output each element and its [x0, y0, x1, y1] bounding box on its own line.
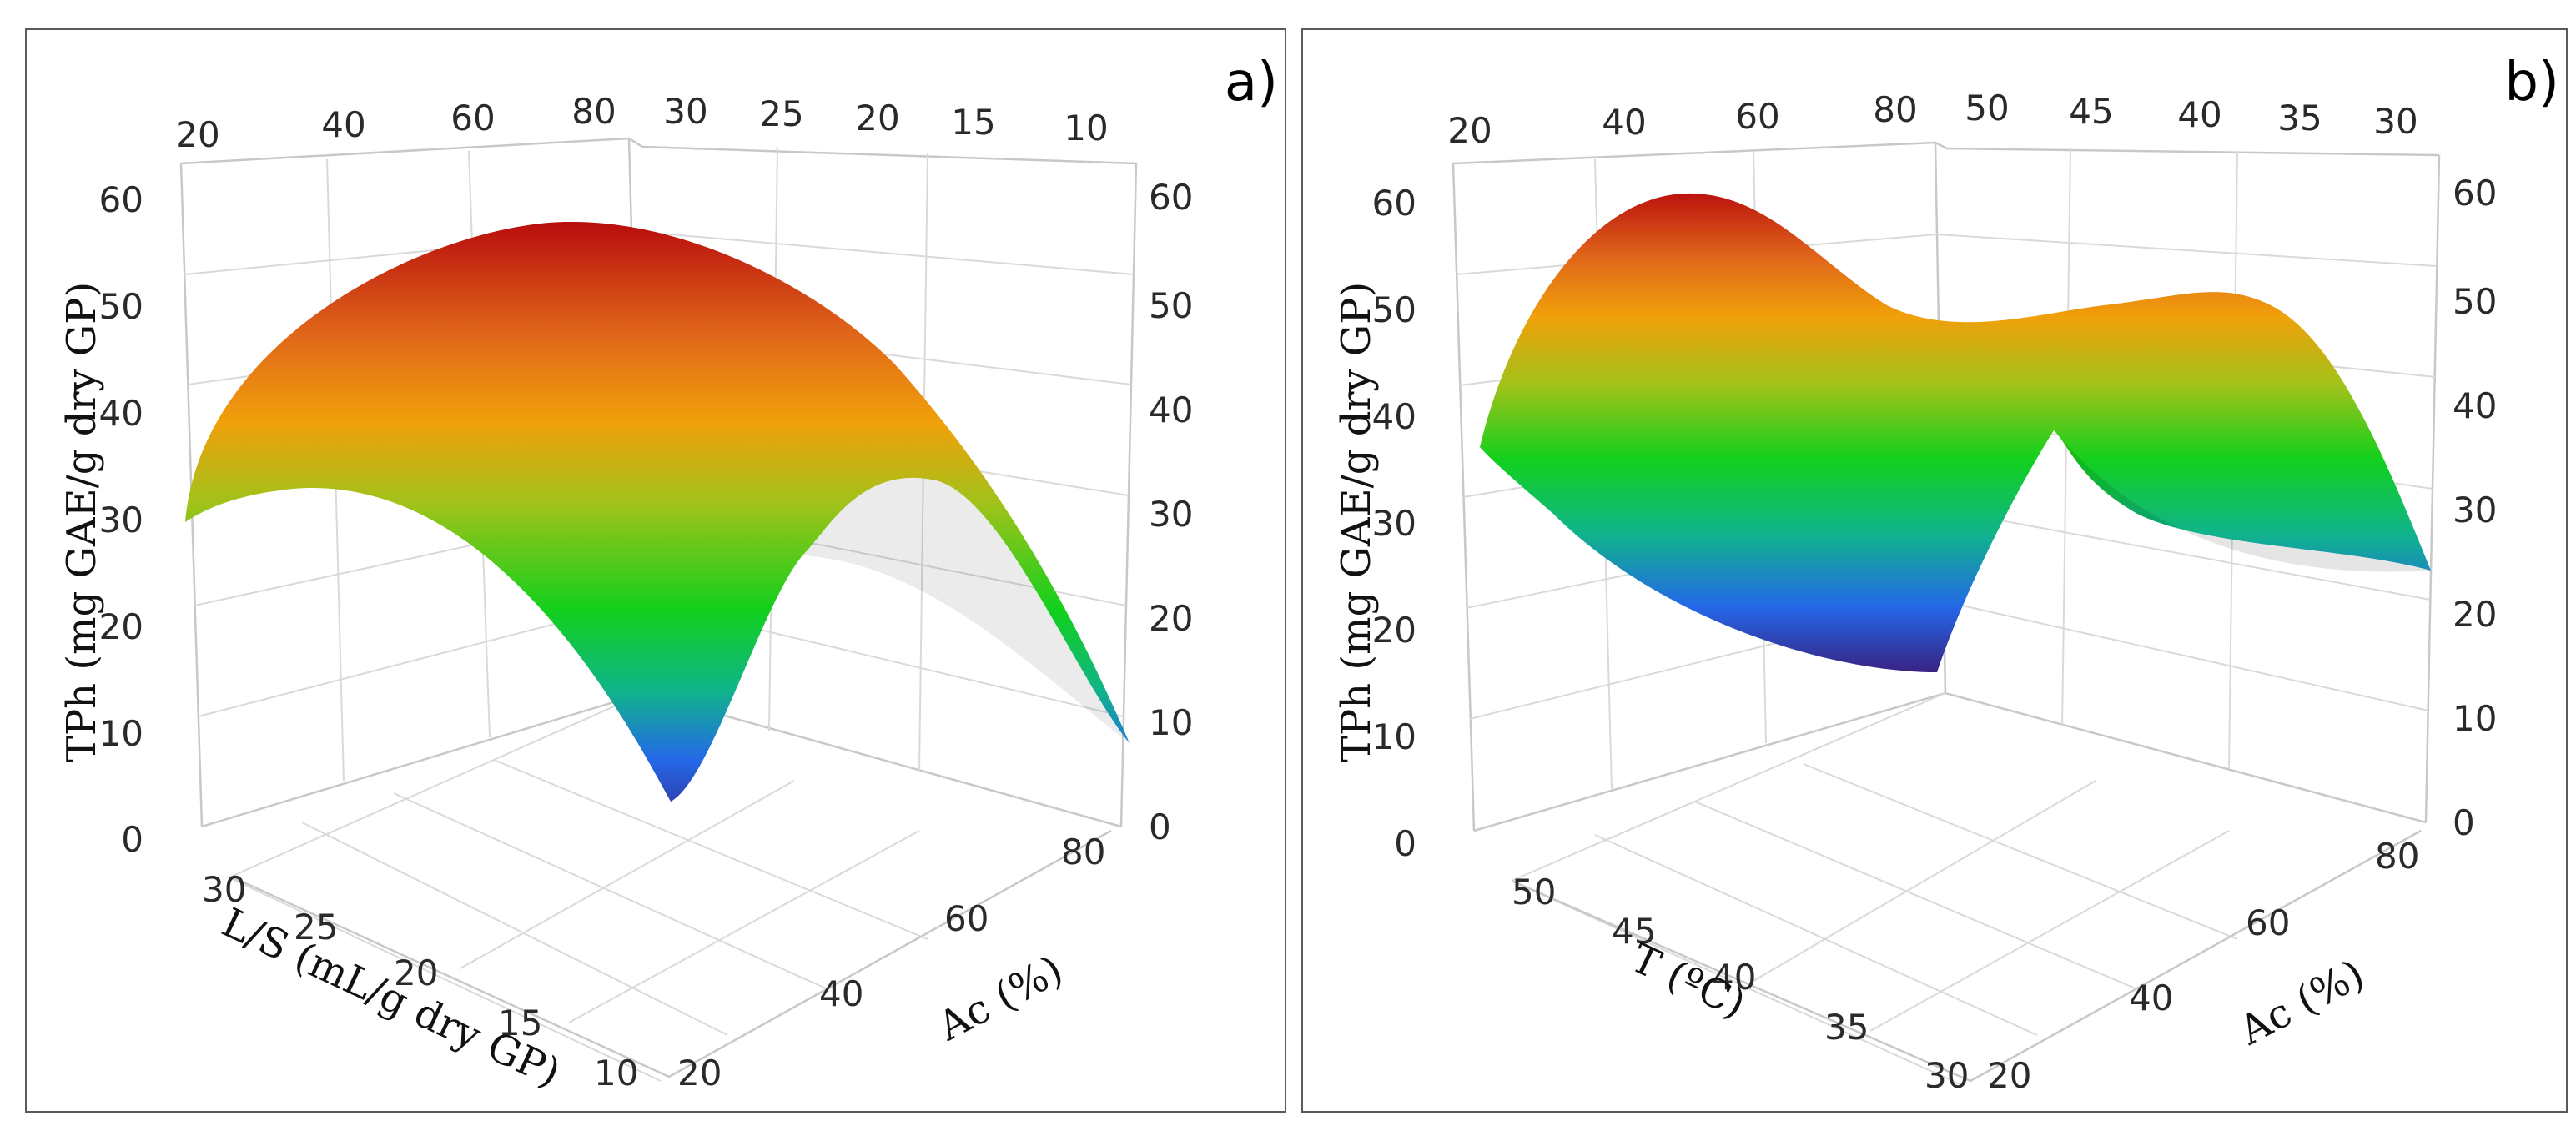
top-tick-b-t-0: 50: [1965, 88, 2009, 128]
z-tick-b-right-3: 30: [2453, 490, 2497, 530]
z-tick-a-left-1: 10: [99, 713, 143, 754]
top-tick-a-ac-0: 20: [175, 114, 219, 155]
surface-chart-a: 0 10 20 30 40 50 60 0 10 20 30 40 50 60 …: [25, 28, 1286, 1113]
y-tick-b-1: 40: [2129, 978, 2173, 1018]
z-tick-b-right-6: 60: [2453, 173, 2497, 214]
z-tick-a-right-5: 50: [1149, 285, 1193, 326]
top-tick-a-ls-1: 25: [759, 93, 803, 134]
top-tick-b-t-3: 35: [2277, 98, 2322, 138]
z-axis-title-b: TPh (mg GAE/g dry GP): [1333, 282, 1380, 762]
x-tick-b-0: 50: [1512, 872, 1556, 912]
y-tick-b-3: 80: [2375, 836, 2419, 877]
z-tick-b-left-0: 0: [1394, 823, 1416, 864]
z-tick-b-left-2: 20: [1372, 610, 1416, 651]
top-tick-a-ls-2: 20: [855, 98, 899, 138]
z-tick-a-left-0: 0: [121, 819, 143, 860]
surface-chart-b-svg: 0 10 20 30 40 50 60 0 10 20 30 40 50 60 …: [1333, 52, 2559, 1096]
z-tick-b-right-1: 10: [2453, 698, 2497, 739]
z-tick-b-left-3: 30: [1372, 503, 1416, 544]
x-ticks-b: 50 45 40 35 30: [1512, 872, 1969, 1096]
top-tick-b-t-2: 40: [2177, 94, 2221, 135]
x-tick-a-0: 30: [202, 869, 246, 910]
response-surface-a: [185, 221, 1130, 802]
x-tick-a-2: 20: [394, 953, 438, 993]
surface-shading-a: [802, 477, 1130, 743]
y-tick-b-2: 60: [2246, 902, 2290, 943]
x-tick-b-3: 35: [1824, 1007, 1869, 1048]
top-tick-b-ac-2: 60: [1735, 96, 1779, 137]
z-ticks-left-a: 0 10 20 30 40 50 60: [99, 179, 143, 860]
y-tick-a-1: 40: [819, 973, 863, 1014]
top-tick-b-ac-0: 20: [1447, 110, 1492, 151]
top-tick-b-ac-1: 40: [1602, 102, 1646, 143]
z-tick-b-left-5: 50: [1372, 289, 1416, 330]
x-tick-a-3: 15: [498, 1003, 542, 1043]
z-tick-b-right-4: 40: [2453, 385, 2497, 426]
z-tick-a-right-0: 0: [1149, 807, 1171, 847]
z-tick-a-right-4: 40: [1149, 390, 1193, 430]
top-ticks-a: 20 40 60 80 30 25 20 15 10: [175, 91, 1108, 155]
surface-shading-b: [2054, 430, 2431, 572]
y-ticks-a: 20 40 60 80: [677, 832, 1105, 1093]
top-tick-a-ls-4: 10: [1064, 108, 1108, 148]
top-tick-a-ac-2: 60: [450, 98, 495, 138]
x-tick-b-4: 30: [1924, 1055, 1969, 1096]
z-ticks-right-b: 0 10 20 30 40 50 60: [2453, 173, 2497, 843]
top-tick-b-t-4: 30: [2373, 101, 2418, 142]
z-tick-a-left-3: 30: [99, 500, 143, 540]
x-axis-title-b: T (ºC): [1624, 935, 1753, 1028]
top-tick-b-t-1: 45: [2069, 91, 2113, 132]
z-tick-b-right-0: 0: [2453, 802, 2475, 843]
top-tick-a-ac-3: 80: [571, 91, 616, 132]
y-tick-b-0: 20: [1987, 1055, 2031, 1096]
z-tick-b-left-1: 10: [1372, 716, 1416, 757]
x-tick-a-1: 25: [294, 907, 338, 948]
top-tick-a-ls-3: 15: [951, 102, 995, 143]
surface-chart-a-svg: 0 10 20 30 40 50 60 0 10 20 30 40 50 60 …: [58, 52, 1278, 1097]
top-tick-b-ac-3: 80: [1873, 89, 1917, 130]
z-tick-b-left-4: 40: [1372, 396, 1416, 437]
response-surface-b: [1480, 193, 2431, 672]
z-tick-b-left-6: 60: [1372, 183, 1416, 224]
z-tick-a-left-5: 50: [99, 286, 143, 327]
top-tick-a-ls-0: 30: [663, 91, 707, 132]
z-tick-a-left-2: 20: [99, 606, 143, 647]
x-tick-b-2: 40: [1712, 957, 1756, 998]
y-tick-a-0: 20: [677, 1053, 722, 1093]
z-ticks-right-a: 0 10 20 30 40 50 60: [1149, 177, 1193, 847]
surface-chart-b: 0 10 20 30 40 50 60 0 10 20 30 40 50 60 …: [1301, 28, 2568, 1113]
z-tick-a-right-2: 20: [1149, 598, 1193, 639]
y-ticks-b: 20 40 60 80: [1987, 836, 2419, 1096]
panel-label-a: a): [1225, 52, 1278, 113]
top-ticks-b: 20 40 60 80 50 45 40 35 30: [1447, 88, 2418, 151]
z-tick-a-left-4: 40: [99, 393, 143, 434]
x-ticks-a: 30 25 20 15 10: [202, 869, 638, 1093]
z-tick-a-right-3: 30: [1149, 494, 1193, 535]
z-tick-a-right-1: 10: [1149, 702, 1193, 743]
z-axis-title-a: TPh (mg GAE/g dry GP): [58, 282, 105, 762]
top-tick-a-ac-1: 40: [321, 104, 365, 145]
x-tick-a-4: 10: [594, 1053, 638, 1093]
y-tick-a-3: 80: [1061, 832, 1105, 872]
y-axis-title-b: Ac (%): [2231, 951, 2372, 1055]
z-tick-b-right-5: 50: [2453, 281, 2497, 322]
z-tick-a-left-6: 60: [99, 179, 143, 220]
x-tick-b-1: 45: [1612, 911, 1656, 952]
z-ticks-left-b: 0 10 20 30 40 50 60: [1372, 183, 1416, 864]
y-axis-title-a: Ac (%): [930, 947, 1070, 1051]
z-tick-a-right-6: 60: [1149, 177, 1193, 218]
y-tick-a-2: 60: [944, 898, 989, 939]
z-tick-b-right-2: 20: [2453, 594, 2497, 635]
panel-label-b: b): [2504, 52, 2559, 113]
